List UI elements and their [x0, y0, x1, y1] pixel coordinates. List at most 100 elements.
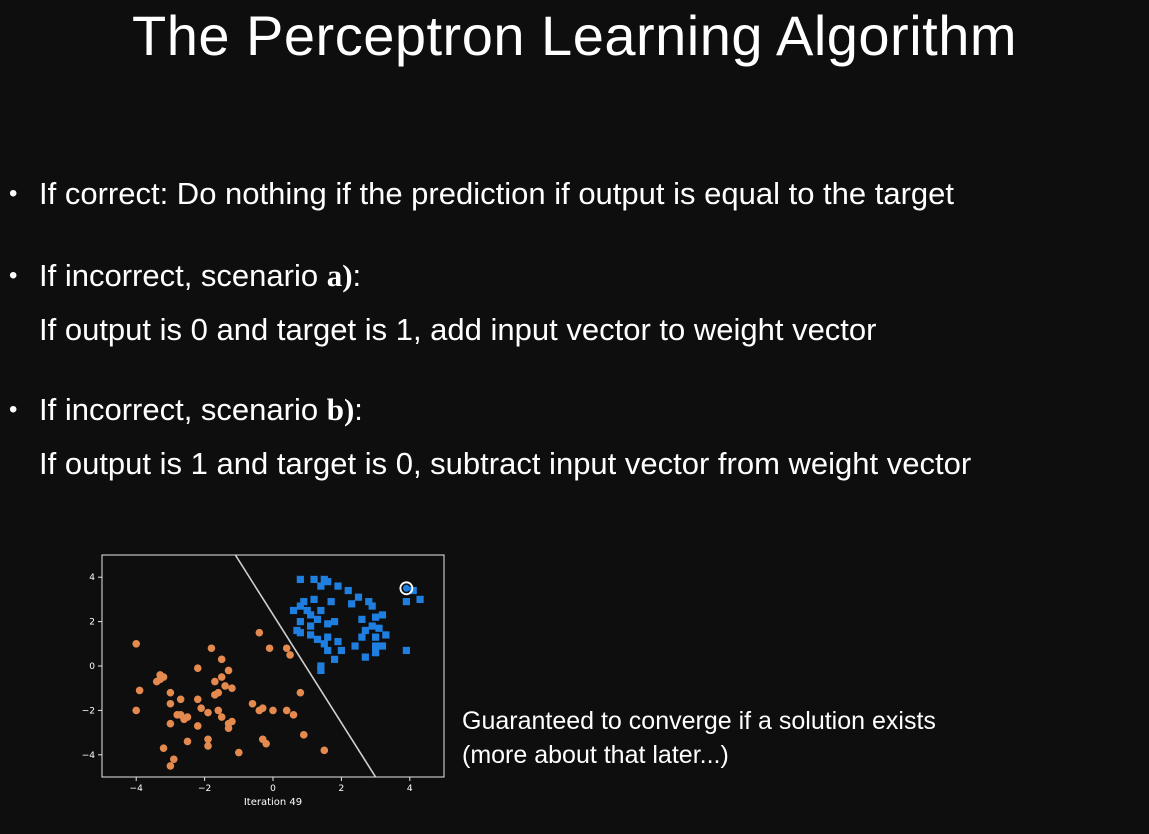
blue-data-point [372, 642, 380, 650]
bullet-text: If correct: Do nothing if the prediction… [39, 176, 955, 211]
blue-data-point [416, 595, 424, 603]
orange-data-point [176, 695, 185, 704]
orange-data-point [156, 671, 164, 679]
orange-data-point [282, 706, 291, 715]
blue-data-point [313, 615, 322, 623]
blue-data-point [303, 606, 311, 615]
bullet-text: If incorrect, scenario [39, 258, 327, 293]
scatter-plot: −4 −2 0 2 4 4 2 0 −2 −4 Iteration 49 [82, 554, 445, 808]
blue-data-point [358, 615, 366, 623]
bullet-detail: If output is 1 and target is 0, subtract… [39, 446, 972, 481]
x-tick-label: 2 [339, 784, 345, 794]
orange-data-point [296, 688, 305, 697]
orange-data-point [204, 742, 212, 750]
orange-data-point [299, 731, 308, 739]
orange-data-point [224, 666, 233, 675]
blue-data-point [361, 626, 369, 635]
plot-frame [101, 554, 445, 778]
orange-data-point [204, 708, 212, 717]
blue-data-point [402, 646, 410, 655]
bullet-marker: • [9, 180, 18, 207]
bullet-text: If incorrect, scenario [39, 392, 327, 427]
blue-data-point [378, 611, 387, 619]
blue-data-point [365, 598, 373, 606]
y-tick-label: −2 [82, 706, 95, 716]
blue-data-point [317, 606, 325, 615]
orange-data-point [159, 744, 168, 752]
bullet-text-wrap: If incorrect, scenario a): [39, 256, 361, 296]
perceptron-plot: −4 −2 0 2 4 4 2 0 −2 −4 Iteration 49 [72, 550, 452, 812]
orange-data-point [214, 688, 223, 697]
orange-data-point [289, 711, 298, 719]
y-tick-label: 4 [89, 573, 95, 583]
blue-data-point [324, 633, 332, 641]
blue-data-point [334, 637, 342, 646]
x-tick-label: −4 [130, 784, 144, 794]
blue-data-point [402, 598, 410, 606]
blue-data-point [375, 624, 383, 632]
highlighted-point [402, 584, 410, 592]
orange-data-point [207, 644, 216, 653]
blue-data-point [372, 633, 380, 641]
x-tick-label: 4 [407, 784, 413, 794]
orange-data-point [214, 706, 223, 715]
y-tick-label: −4 [82, 751, 96, 761]
blue-data-point [354, 593, 363, 601]
highlighted-point-ring [399, 581, 414, 596]
decision-boundary-line [234, 555, 377, 777]
orange-data-point [217, 673, 226, 681]
blue-data-point [372, 613, 380, 621]
orange-data-point [211, 677, 219, 686]
caption-line-2: (more about that later...) [462, 741, 729, 769]
orange-data-point [217, 713, 226, 721]
orange-data-point [265, 644, 274, 653]
blue-data-point [327, 598, 335, 606]
x-tick-label: 0 [270, 784, 276, 794]
blue-data-point [361, 653, 369, 661]
orange-data-point [193, 722, 202, 730]
orange-data-point [224, 724, 233, 732]
slide-title: The Perceptron Learning Algorithm [132, 4, 1017, 67]
blue-data-point [330, 655, 339, 663]
blue-data-point [320, 640, 328, 648]
orange-data-point [197, 704, 205, 712]
orange-data-point [262, 739, 270, 748]
orange-data-point [228, 717, 236, 726]
y-tick-label: 0 [89, 662, 95, 672]
blue-data-point [317, 666, 325, 675]
blue-data-point [324, 646, 332, 655]
orange-data-point [166, 762, 175, 770]
orange-data-point [286, 651, 294, 659]
blue-data-point [310, 575, 318, 584]
scenario-label: a) [326, 258, 353, 293]
orange-data-point [320, 746, 329, 755]
convergence-caption: Guaranteed to converge if a solution exi… [462, 704, 936, 772]
orange-data-point [255, 706, 264, 715]
blue-data-point [310, 595, 318, 603]
orange-data-point [204, 735, 212, 744]
blue-data-point [317, 662, 325, 670]
blue-data-point [307, 631, 315, 639]
orange-data-point [132, 640, 140, 648]
blue-data-point [337, 646, 345, 655]
bullet-suffix: : [354, 392, 363, 427]
blue-data-point [300, 598, 308, 606]
orange-data-point [183, 737, 192, 746]
orange-data-point [193, 695, 202, 704]
blue-data-point [382, 631, 390, 639]
orange-data-point [255, 628, 264, 637]
blue-data-point [372, 649, 380, 657]
blue-data-point [296, 575, 304, 584]
orange-data-point [217, 655, 226, 664]
orange-data-point [166, 688, 175, 697]
orange-data-point [166, 699, 175, 708]
blue-data-point [368, 602, 376, 610]
blue-data-point [324, 620, 332, 628]
blue-data-point [330, 618, 339, 626]
orange-data-point [228, 684, 236, 692]
blue-data-point [368, 622, 376, 630]
blue-data-point [324, 578, 332, 586]
orange-data-point [282, 644, 291, 653]
blue-data-point [307, 611, 315, 619]
